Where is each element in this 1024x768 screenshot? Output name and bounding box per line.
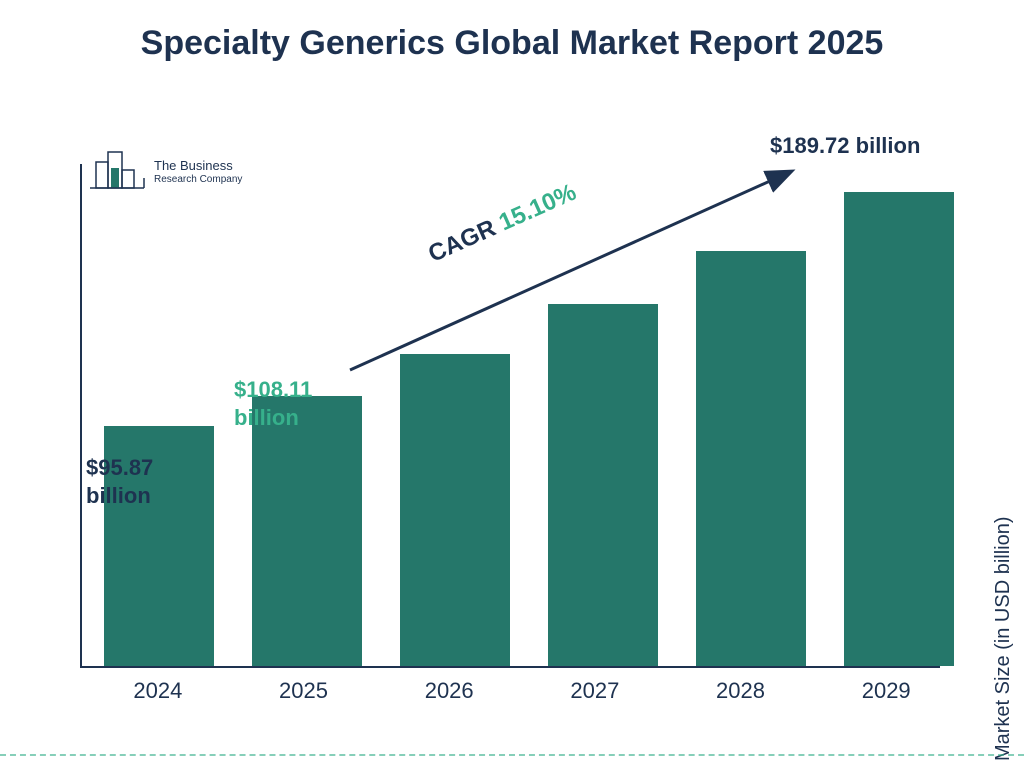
- bar-2028: [696, 251, 806, 666]
- bar-2029: [844, 192, 954, 666]
- chart-area: 2024 2025 2026 2027 2028 2029: [80, 164, 940, 704]
- x-axis-line: [80, 666, 940, 668]
- x-label-2029: 2029: [832, 678, 940, 704]
- bar-rect-2029: [844, 192, 954, 666]
- x-label-2027: 2027: [541, 678, 649, 704]
- bar-rect-2025: [252, 396, 362, 666]
- bar-2027: [548, 304, 658, 667]
- x-label-2024: 2024: [104, 678, 212, 704]
- bottom-divider: [0, 754, 1024, 756]
- bar-rect-2027: [548, 304, 658, 667]
- x-label-2025: 2025: [250, 678, 358, 704]
- bars-container: [80, 166, 940, 666]
- x-labels-container: 2024 2025 2026 2027 2028 2029: [80, 678, 940, 704]
- chart-title: Specialty Generics Global Market Report …: [0, 22, 1024, 65]
- x-label-2028: 2028: [687, 678, 795, 704]
- bar-rect-2026: [400, 354, 510, 667]
- bar-2025: [252, 396, 362, 666]
- bar-2026: [400, 354, 510, 667]
- data-label-2025: $108.11billion: [234, 376, 312, 431]
- data-label-2024: $95.87billion: [86, 454, 153, 509]
- bar-rect-2028: [696, 251, 806, 666]
- x-label-2026: 2026: [395, 678, 503, 704]
- y-axis-label: Market Size (in USD billion): [993, 517, 1016, 762]
- data-label-2029: $189.72 billion: [770, 132, 920, 160]
